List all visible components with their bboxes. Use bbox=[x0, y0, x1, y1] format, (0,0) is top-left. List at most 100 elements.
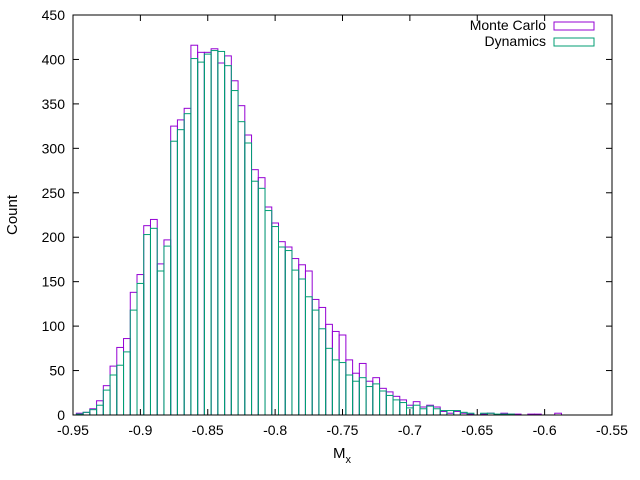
y-axis-title: Count bbox=[4, 194, 21, 235]
histogram-bar bbox=[244, 142, 253, 416]
y-tick-label: 0 bbox=[57, 407, 65, 423]
histogram-bar bbox=[318, 328, 327, 416]
histogram-bar bbox=[136, 282, 145, 416]
x-tick-label: -0.75 bbox=[327, 422, 359, 438]
x-tick-label: -0.8 bbox=[263, 422, 287, 438]
histogram-bar bbox=[379, 387, 387, 416]
plot-frame bbox=[72, 14, 613, 416]
histogram-bar bbox=[257, 177, 266, 416]
histogram-bar bbox=[244, 134, 253, 416]
histogram-bar bbox=[453, 410, 461, 416]
x-axis-title-main: M bbox=[333, 445, 346, 462]
histogram-bar bbox=[352, 380, 360, 416]
histogram-bar bbox=[156, 263, 165, 416]
histogram-bar bbox=[224, 65, 232, 416]
histogram-bar bbox=[338, 334, 347, 416]
histogram-bar bbox=[210, 48, 219, 416]
y-tick-label: 300 bbox=[42, 140, 66, 156]
x-axis-title: Mx bbox=[333, 445, 352, 466]
ticks-layer bbox=[72, 14, 613, 416]
histogram-bar bbox=[331, 330, 340, 416]
histogram-bar bbox=[96, 404, 104, 416]
histogram-bar bbox=[102, 389, 111, 416]
tick-labels-layer: -0.95 -0.9 -0.85 -0.8 -0.75 -0.7 -0.65 -0.6 -0.5… bbox=[42, 7, 629, 438]
histogram-bar bbox=[116, 346, 125, 416]
histogram-bar bbox=[224, 55, 232, 416]
y-tick-label: 150 bbox=[42, 274, 66, 290]
histogram-bar bbox=[251, 180, 259, 416]
histogram-bar bbox=[432, 408, 441, 416]
histogram-bar bbox=[271, 222, 280, 416]
histogram-bar bbox=[412, 401, 421, 416]
y-tick-label: 250 bbox=[42, 185, 66, 201]
histogram-bar bbox=[143, 225, 151, 416]
x-tick-label: -0.9 bbox=[128, 422, 152, 438]
histogram-bar bbox=[183, 107, 192, 416]
histogram-bar bbox=[379, 390, 387, 416]
histogram-bar bbox=[237, 121, 246, 416]
histogram-bar bbox=[230, 90, 239, 416]
x-tick-label: -0.95 bbox=[57, 422, 89, 438]
histogram-bar bbox=[318, 306, 327, 416]
legend: Monte Carlo Dynamics bbox=[470, 17, 595, 49]
histogram-bar bbox=[210, 50, 219, 416]
histogram-bar bbox=[190, 44, 199, 416]
histogram-bar bbox=[291, 258, 300, 416]
histogram-bar bbox=[251, 169, 259, 416]
histogram-bar bbox=[109, 374, 118, 416]
histogram-bar bbox=[190, 58, 199, 416]
histogram-bar bbox=[352, 372, 360, 416]
histogram-bar bbox=[432, 406, 441, 416]
histogram-bar bbox=[325, 323, 333, 416]
legend-swatch-monte-carlo bbox=[553, 21, 595, 31]
histogram-bar bbox=[325, 347, 333, 416]
histogram-bar bbox=[311, 298, 320, 416]
histogram-bar bbox=[291, 269, 300, 416]
histogram-bar bbox=[143, 234, 151, 416]
x-tick-label: -0.85 bbox=[192, 422, 224, 438]
histogram-bar bbox=[129, 309, 138, 416]
histogram-bar bbox=[109, 365, 118, 416]
x-tick-label: -0.6 bbox=[533, 422, 557, 438]
histogram-bar bbox=[284, 246, 293, 416]
histogram-bar bbox=[123, 351, 131, 416]
y-tick-label: 100 bbox=[42, 318, 66, 334]
legend-label-monte-carlo: Monte Carlo bbox=[470, 17, 546, 33]
histogram-bar bbox=[284, 250, 293, 416]
histogram-bar bbox=[412, 404, 421, 416]
histogram-bar bbox=[426, 404, 434, 416]
histogram-bar bbox=[385, 394, 394, 416]
histogram-bar bbox=[399, 402, 408, 416]
legend-label-dynamics: Dynamics bbox=[485, 33, 546, 49]
histogram-bar bbox=[392, 399, 401, 416]
histogram-bar bbox=[123, 338, 131, 416]
histogram-bar bbox=[217, 50, 226, 416]
histogram-bar bbox=[197, 61, 205, 416]
histogram-bar bbox=[277, 241, 286, 416]
histogram-bar bbox=[183, 113, 192, 416]
histogram-bar bbox=[298, 264, 306, 416]
histogram-bar bbox=[257, 187, 266, 416]
histogram-bar bbox=[217, 62, 226, 416]
histogram-bar bbox=[358, 377, 367, 416]
histogram-bar bbox=[136, 274, 145, 416]
histogram-bar bbox=[304, 270, 313, 416]
histogram-bar bbox=[419, 408, 428, 416]
histogram-bar bbox=[264, 210, 273, 416]
histogram-bar bbox=[230, 80, 239, 416]
histogram-bar bbox=[176, 119, 185, 416]
y-tick-label: 450 bbox=[42, 7, 66, 23]
histogram-bar bbox=[170, 140, 178, 416]
y-tick-label: 50 bbox=[49, 363, 65, 379]
y-tick-label: 350 bbox=[42, 96, 66, 112]
histogram-bar bbox=[372, 377, 381, 416]
histogram-bar bbox=[156, 270, 165, 416]
histogram-bar bbox=[419, 406, 428, 416]
legend-swatch-dynamics bbox=[553, 37, 595, 47]
histogram-bar bbox=[271, 226, 280, 416]
y-tick-label: 400 bbox=[42, 51, 66, 67]
histogram-bar bbox=[298, 278, 306, 416]
histogram-bar bbox=[163, 239, 172, 416]
histogram-bar bbox=[277, 246, 286, 416]
